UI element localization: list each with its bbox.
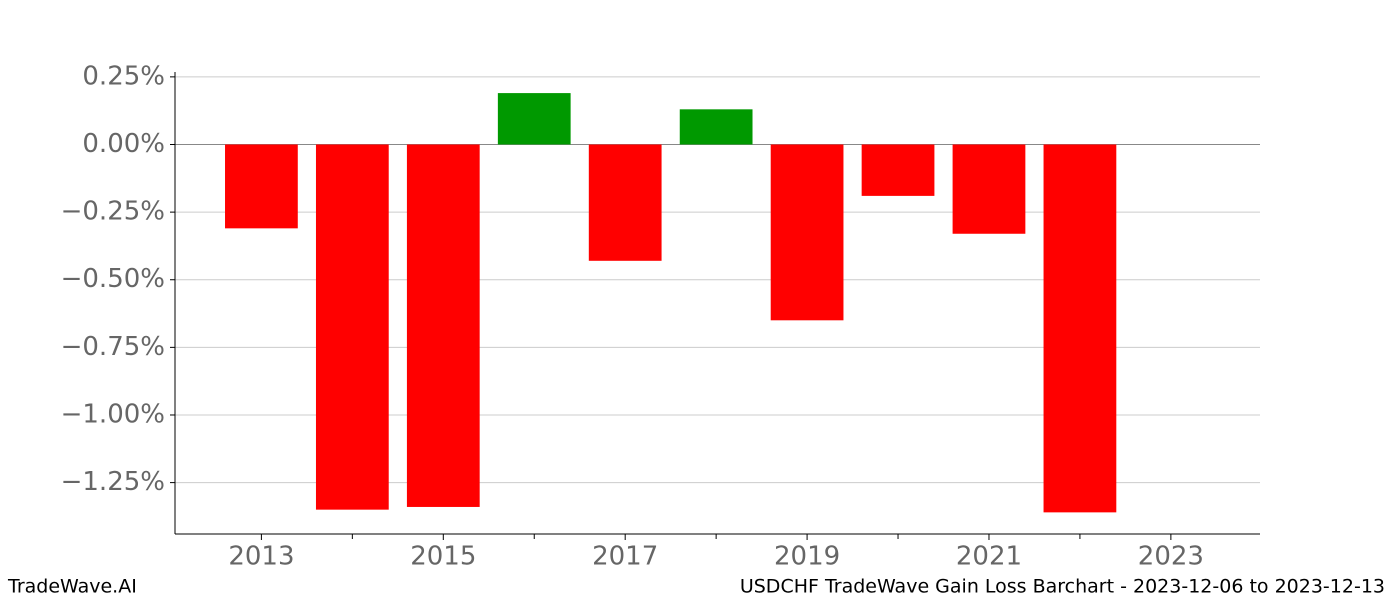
bar: [225, 144, 298, 229]
y-tick-label: 0.00%: [82, 129, 165, 159]
x-tick-label: 2021: [956, 542, 1022, 572]
y-tick-label: −1.00%: [61, 399, 165, 429]
y-tick-label: −0.50%: [61, 264, 165, 294]
x-tick-label: 2013: [228, 542, 294, 572]
bar: [497, 93, 571, 145]
x-tick-label: 2023: [1138, 542, 1204, 572]
bar: [406, 144, 480, 507]
bar: [1043, 144, 1117, 513]
bar: [952, 144, 1026, 234]
bar: [315, 144, 389, 510]
y-tick-label: −1.25%: [61, 467, 165, 497]
bar: [861, 144, 935, 196]
brand: TradeWave.AI: [7, 576, 137, 598]
y-tick-label: −0.75%: [61, 332, 165, 362]
y-tick-label: 0.25%: [82, 61, 165, 91]
x-tick-label: 2019: [774, 542, 840, 572]
bar: [588, 144, 662, 261]
x-tick-label: 2015: [410, 542, 476, 572]
y-tick-label: −0.25%: [61, 197, 165, 227]
bar: [770, 144, 844, 321]
chart-title: USDCHF TradeWave Gain Loss Barchart - 20…: [740, 576, 1385, 598]
x-tick-label: 2017: [592, 542, 658, 572]
bar: [679, 109, 753, 145]
